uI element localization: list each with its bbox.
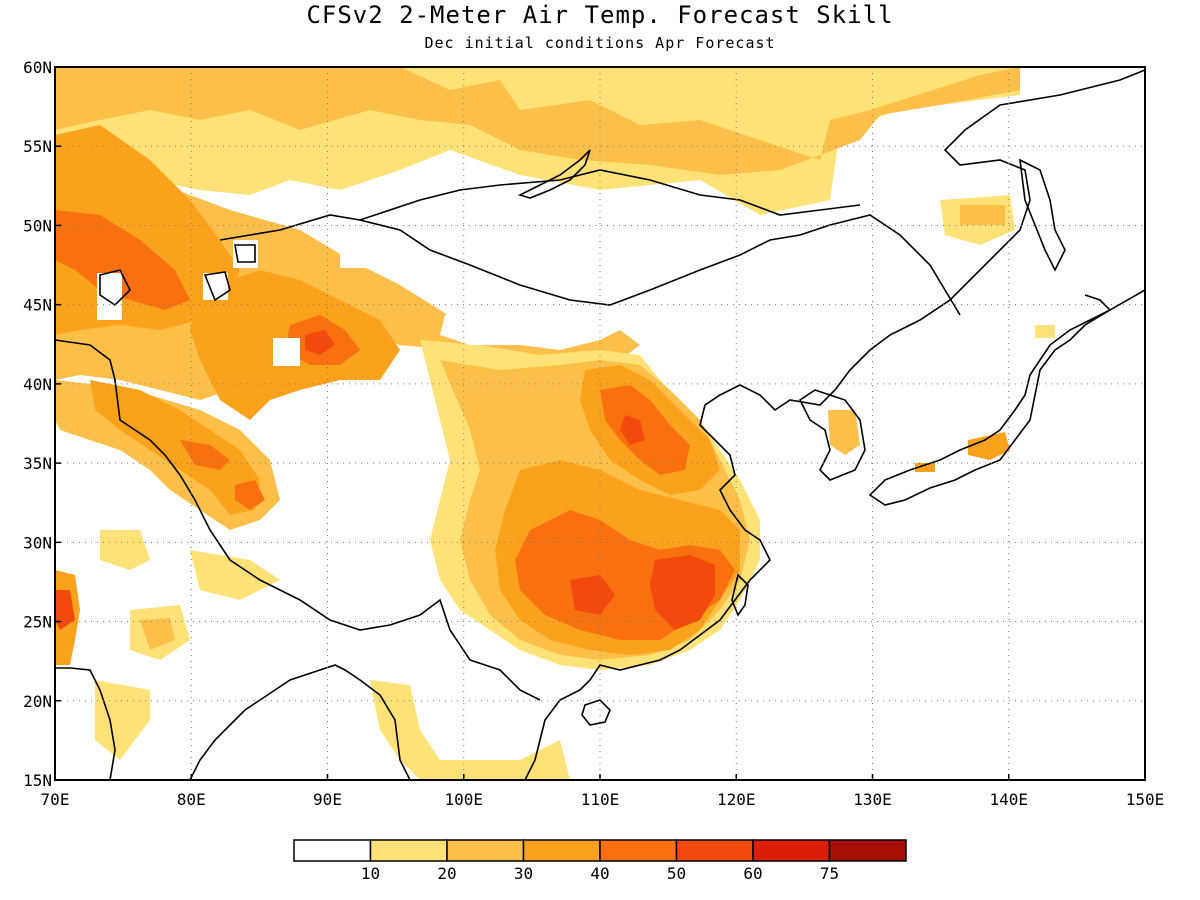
shade-sw-red xyxy=(55,590,75,630)
x-tick-label: 90E xyxy=(313,790,342,809)
x-tick-label: 130E xyxy=(853,790,892,809)
shade-japan xyxy=(915,432,1010,472)
legend-swatch xyxy=(675,839,754,862)
x-tick-label: 150E xyxy=(1126,790,1165,809)
map-subtitle: Dec initial conditions Apr Forecast xyxy=(424,34,776,52)
y-tick-label: 20N xyxy=(23,692,52,711)
x-tick-label: 140E xyxy=(989,790,1028,809)
y-tick-label: 60N xyxy=(23,58,52,77)
coast-korea xyxy=(798,389,866,481)
legend-swatch xyxy=(828,839,907,862)
legend-label: 75 xyxy=(820,864,839,883)
shade-ne-patch-orange xyxy=(960,205,1005,225)
legend: 10 20 30 40 50 60 75 xyxy=(293,839,907,883)
legend-swatch xyxy=(293,839,372,862)
border-mongolia xyxy=(359,169,861,221)
shade-west-orange xyxy=(90,380,260,515)
shade-west-red xyxy=(180,440,265,510)
legend-swatch xyxy=(599,839,678,862)
shade-se-core xyxy=(570,555,715,630)
y-tick-label: 25N xyxy=(23,613,52,632)
coast-india-bay xyxy=(55,664,411,780)
gridlines xyxy=(55,67,1145,780)
legend-swatch xyxy=(752,839,831,862)
shade-huang xyxy=(600,385,690,475)
y-tick-label: 50N xyxy=(23,216,52,235)
x-axis: 70E 80E 90E 100E 110E 120E 130E 140E 150E xyxy=(41,774,1165,809)
shade-hole-b xyxy=(370,310,560,480)
y-tick-label: 40N xyxy=(23,375,52,394)
y-tick-label: 55N xyxy=(23,137,52,156)
shade-ne-patch xyxy=(940,195,1055,338)
shade-sw-orange xyxy=(140,618,175,650)
legend-label: 10 xyxy=(361,864,380,883)
shade-north-orange xyxy=(55,67,1020,175)
y-tick-label: 15N xyxy=(23,771,52,790)
shade-sw-yellow xyxy=(95,530,190,760)
shade-kazakh-red xyxy=(55,210,190,310)
coast-east-asia xyxy=(524,69,1145,780)
shade-korea xyxy=(828,410,860,455)
legend-label: 50 xyxy=(667,864,686,883)
y-tick-label: 35N xyxy=(23,454,52,473)
x-tick-label: 110E xyxy=(581,790,620,809)
skill-shading xyxy=(55,67,1055,780)
legend-swatch xyxy=(522,839,601,862)
coast-caspian-lakes xyxy=(99,244,256,307)
x-tick-label: 120E xyxy=(717,790,756,809)
shade-tarim-core xyxy=(305,330,335,355)
coast-hainan xyxy=(581,699,611,726)
x-tick-label: 70E xyxy=(41,790,70,809)
x-tick-label: 80E xyxy=(177,790,206,809)
border-china xyxy=(55,214,961,701)
coast-japan xyxy=(868,289,1145,506)
coast-taiwan xyxy=(731,573,749,617)
y-tick-label: 30N xyxy=(23,533,52,552)
coast-baikal xyxy=(517,149,591,199)
legend-swatch xyxy=(369,839,448,862)
plot-area xyxy=(55,67,1145,780)
coast-sakhalin xyxy=(1019,158,1066,272)
legend-label: 30 xyxy=(514,864,533,883)
legend-label: 40 xyxy=(590,864,609,883)
x-tick-label: 100E xyxy=(444,790,483,809)
coastlines xyxy=(55,69,1145,780)
legend-label: 60 xyxy=(743,864,762,883)
y-tick-label: 45N xyxy=(23,296,52,315)
legend-label: 20 xyxy=(437,864,456,883)
legend-swatch xyxy=(446,839,525,862)
shade-se-asia xyxy=(190,550,570,780)
map-title: CFSv2 2-Meter Air Temp. Forecast Skill xyxy=(306,1,894,29)
y-axis: 15N 20N 25N 30N 35N 40N 45N 50N 55N 60N xyxy=(23,58,61,790)
shade-huang-core xyxy=(620,415,645,445)
